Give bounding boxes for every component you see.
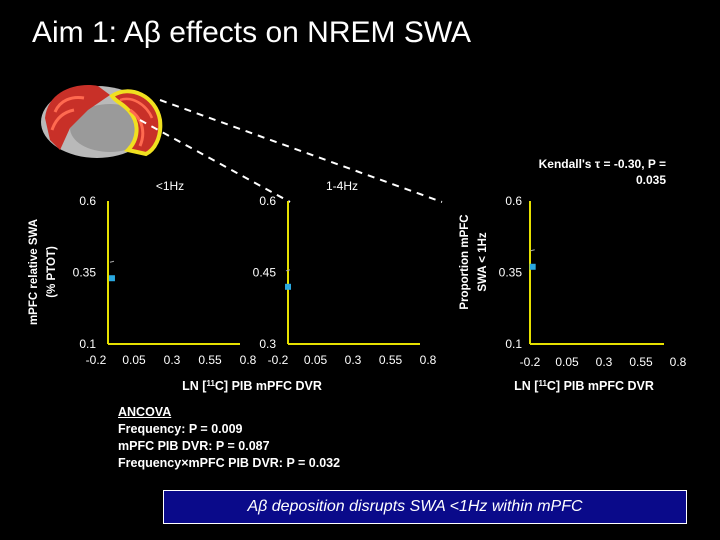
x-tick-label: 0.55 (379, 353, 403, 367)
data-point (285, 283, 291, 290)
y-tick-label: 0.3 (259, 337, 276, 351)
x-tick-label: 0.3 (596, 355, 613, 369)
data-point (108, 275, 115, 282)
ancova-results: ANCOVA Frequency: P = 0.009 mPFC PIB DVR… (118, 404, 340, 472)
conclusion-text: Aβ deposition disrupts SWA <1Hz within m… (247, 498, 583, 515)
slide-title: Aim 1: Aβ effects on NREM SWA (32, 16, 472, 49)
x-tick-label: 0.3 (345, 353, 362, 367)
y-axis-label-line2: (% PTOT) (46, 246, 58, 298)
data-point (529, 263, 536, 270)
x-tick-label: 0.8 (420, 353, 437, 367)
x-tick-label: 0.3 (164, 353, 181, 367)
x-tick-label: 0.05 (122, 353, 146, 367)
x-tick-label: 0.55 (629, 355, 653, 369)
point-tick-mark (109, 260, 115, 263)
y-axis-label-line1: mPFC relative SWA (28, 219, 40, 325)
zoom-connector-right (159, 99, 443, 203)
ancova-heading: ANCOVA (118, 405, 172, 419)
chart-title: <1Hz (156, 179, 184, 193)
y-tick-label: 0.1 (79, 337, 96, 351)
y-tick-label: 0.1 (505, 337, 522, 351)
y-axis-label-line2: SWA < 1Hz (477, 232, 489, 292)
x-tick-label: 0.8 (670, 355, 687, 369)
x-tick-label: -0.2 (268, 353, 289, 367)
y-tick-label: 0.35 (73, 266, 97, 280)
point-tick-mark (530, 249, 535, 252)
brain-medial-view-icon (41, 85, 163, 158)
conclusion-banner: Aβ deposition disrupts SWA <1Hz within m… (163, 490, 687, 524)
y-axis-label-line1: Proportion mPFC (459, 214, 471, 309)
ancova-interaction: Frequency×mPFC PIB DVR: P = 0.032 (118, 456, 341, 470)
ancova-pib-dvr: mPFC PIB DVR: P = 0.087 (118, 439, 270, 453)
x-tick-label: -0.2 (86, 353, 107, 367)
y-tick-label: 0.45 (253, 266, 277, 280)
x-tick-label: 0.55 (198, 353, 222, 367)
stat-annotation-line2: 0.035 (636, 173, 666, 187)
y-tick-label: 0.35 (499, 266, 523, 280)
y-tick-label: 0.6 (79, 194, 96, 208)
x-axis-label: LN [11C] PIB mPFC DVR (182, 379, 322, 394)
x-tick-label: -0.2 (520, 355, 541, 369)
y-tick-label: 0.6 (505, 194, 522, 208)
stat-annotation-line1: Kendall's τ = -0.30, P = (539, 157, 666, 171)
ancova-frequency: Frequency: P = 0.009 (118, 422, 243, 436)
chart-title: 1-4Hz (326, 179, 358, 193)
y-tick-label: 0.6 (259, 194, 276, 208)
x-tick-label: 0.05 (304, 353, 328, 367)
zoom-connector-left (139, 119, 291, 203)
x-tick-label: 0.05 (555, 355, 579, 369)
x-axis-label: LN [11C] PIB mPFC DVR (514, 379, 654, 394)
x-tick-label: 0.8 (240, 353, 257, 367)
point-tick-mark (285, 269, 291, 272)
